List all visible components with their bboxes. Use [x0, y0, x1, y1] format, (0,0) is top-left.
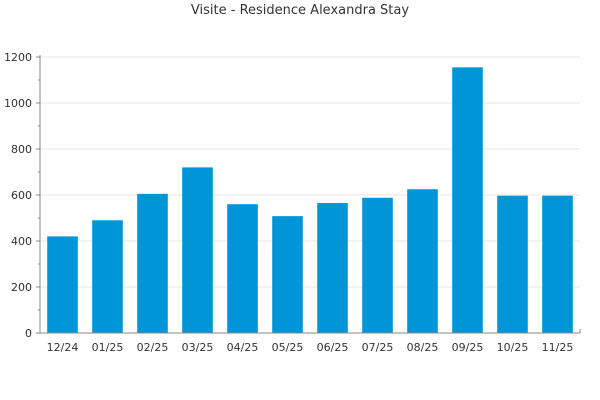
bar — [182, 167, 213, 333]
x-tick-label: 05/25 — [272, 341, 304, 354]
bar — [227, 204, 258, 333]
bar — [47, 236, 78, 333]
y-tick-label: 400 — [11, 235, 32, 248]
bar — [407, 189, 438, 333]
x-tick-label: 03/25 — [182, 341, 214, 354]
bar — [497, 195, 528, 333]
x-tick-label: 10/25 — [497, 341, 529, 354]
y-tick-label: 800 — [11, 143, 32, 156]
y-tick-label: 1000 — [4, 97, 32, 110]
y-tick-label: 600 — [11, 189, 32, 202]
x-tick-label: 06/25 — [317, 341, 349, 354]
y-tick-label: 1200 — [4, 51, 32, 64]
bar — [92, 220, 123, 333]
x-tick-label: 09/25 — [452, 341, 484, 354]
x-tick-label: 08/25 — [407, 341, 439, 354]
bar — [542, 195, 573, 333]
x-tick-label: 02/25 — [137, 341, 169, 354]
x-tick-label: 07/25 — [362, 341, 394, 354]
y-tick-label: 0 — [25, 327, 32, 340]
bar — [362, 197, 393, 333]
bar — [452, 67, 483, 333]
x-tick-label: 11/25 — [542, 341, 574, 354]
x-tick-label: 01/25 — [92, 341, 124, 354]
bar — [272, 216, 303, 333]
x-tick-label: 12/24 — [47, 341, 79, 354]
chart-title: Visite - Residence Alexandra Stay — [190, 3, 410, 18]
y-tick-label: 200 — [11, 281, 32, 294]
bar — [317, 203, 348, 333]
bar — [137, 193, 168, 333]
x-tick-label: 04/25 — [227, 341, 259, 354]
